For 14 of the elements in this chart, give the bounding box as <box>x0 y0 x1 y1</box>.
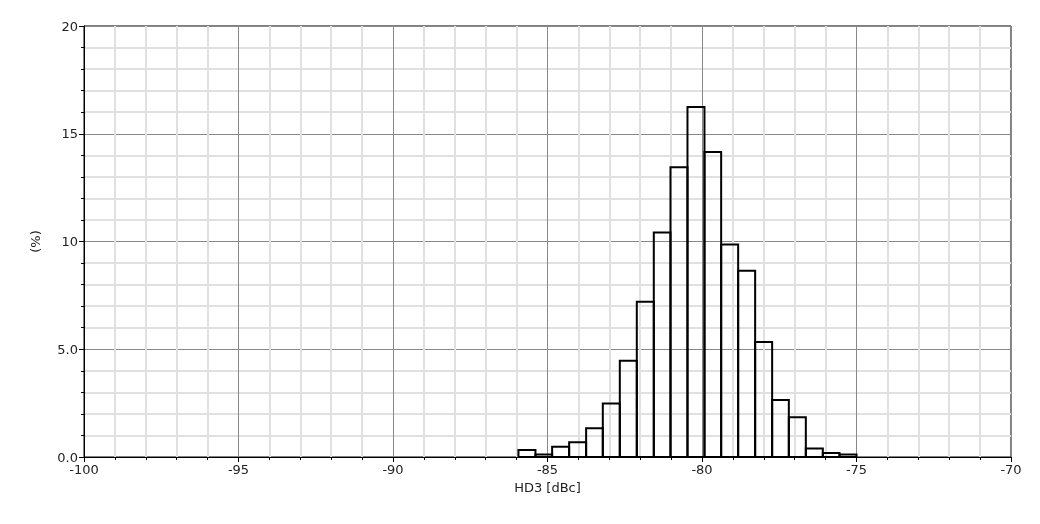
y-tick-label: 0.0 <box>57 449 78 465</box>
y-tick-label: 10 <box>61 234 78 249</box>
x-tick-label: -95 <box>227 462 250 477</box>
x-tick-label: -85 <box>536 462 559 477</box>
x-axis-title: HD3 [dBc] <box>514 480 581 495</box>
x-tick-label: -80 <box>691 462 713 477</box>
y-axis-title: (%) <box>28 230 43 253</box>
x-tick-label: -70 <box>1000 462 1022 477</box>
y-tick-label: 5.0 <box>57 341 78 357</box>
x-tick-label: -75 <box>845 462 868 477</box>
y-tick-label: 15 <box>61 126 78 142</box>
x-tick-label: -90 <box>382 462 404 477</box>
y-tick-label: 20 <box>61 18 78 34</box>
x-tick-label: -100 <box>69 462 99 477</box>
